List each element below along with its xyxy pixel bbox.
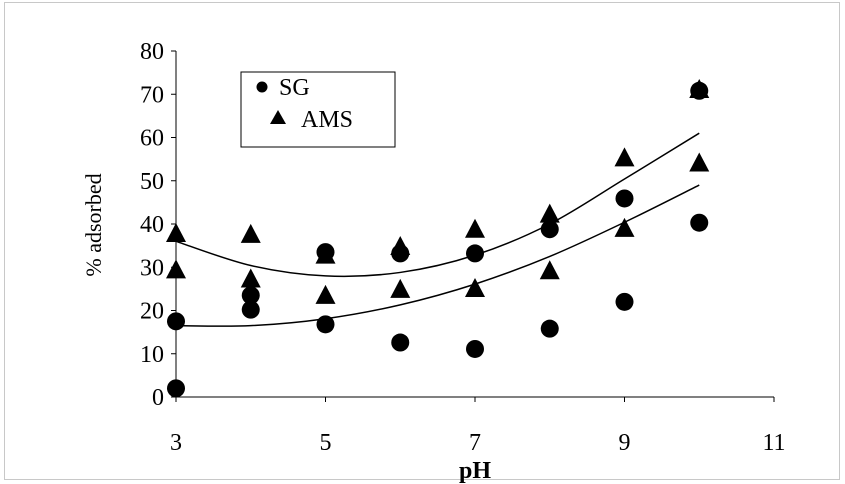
point-ams (315, 284, 336, 304)
data-points (166, 79, 710, 398)
x-tick-label: 9 (619, 430, 631, 456)
y-tick-label: 70 (140, 82, 164, 108)
point-ams (689, 79, 710, 99)
y-axis-title: % adsorbed (81, 173, 106, 276)
point-ams (240, 223, 261, 243)
y-tick-label: 20 (140, 299, 164, 325)
point-ams (614, 147, 635, 167)
point-ams (614, 217, 635, 237)
legend-marker-ams (270, 110, 286, 124)
axes: 0 10 20 30 40 50 60 70 80 3 5 7 9 11 (140, 39, 786, 456)
point-sg (690, 213, 709, 232)
point-sg (615, 189, 634, 208)
point-sg (241, 300, 260, 319)
x-tick-label: 7 (469, 430, 481, 456)
x-tick-label: 5 (320, 430, 332, 456)
x-tick-label: 3 (170, 430, 182, 456)
y-tick-label: 10 (140, 342, 164, 368)
y-tick-label: 40 (140, 212, 164, 238)
point-sg (466, 244, 484, 263)
y-tick-label: 60 (140, 126, 164, 152)
legend: SG AMS (240, 71, 396, 148)
point-ams (465, 218, 485, 238)
y-tick-label: 30 (140, 255, 164, 281)
point-sg (167, 379, 185, 398)
point-ams (315, 244, 336, 264)
x-axis-title: pH (459, 458, 491, 484)
point-sg (167, 312, 185, 331)
point-sg (241, 286, 260, 305)
point-ams (166, 223, 186, 243)
y-tick-label: 80 (140, 39, 164, 65)
point-sg (391, 333, 410, 352)
point-ams (390, 236, 411, 256)
point-ams (539, 260, 560, 280)
point-ams (390, 278, 411, 298)
y-tick-label: 0 (152, 385, 164, 411)
point-ams (465, 277, 485, 297)
point-sg (615, 292, 634, 311)
chart-frame (4, 2, 840, 480)
x-tick-label: 11 (762, 430, 785, 456)
point-ams (539, 203, 560, 223)
trendline-ams (175, 132, 700, 278)
point-sg (540, 319, 559, 338)
y-tick-label: 50 (140, 169, 164, 195)
point-ams (240, 268, 261, 288)
point-ams (689, 152, 710, 172)
legend-marker-sg (256, 81, 268, 93)
legend-label-ams: AMS (301, 107, 353, 133)
point-ams (166, 259, 186, 279)
point-sg (316, 315, 335, 334)
point-sg (466, 339, 484, 358)
point-sg (540, 220, 559, 239)
legend-label-sg: SG (279, 75, 310, 101)
